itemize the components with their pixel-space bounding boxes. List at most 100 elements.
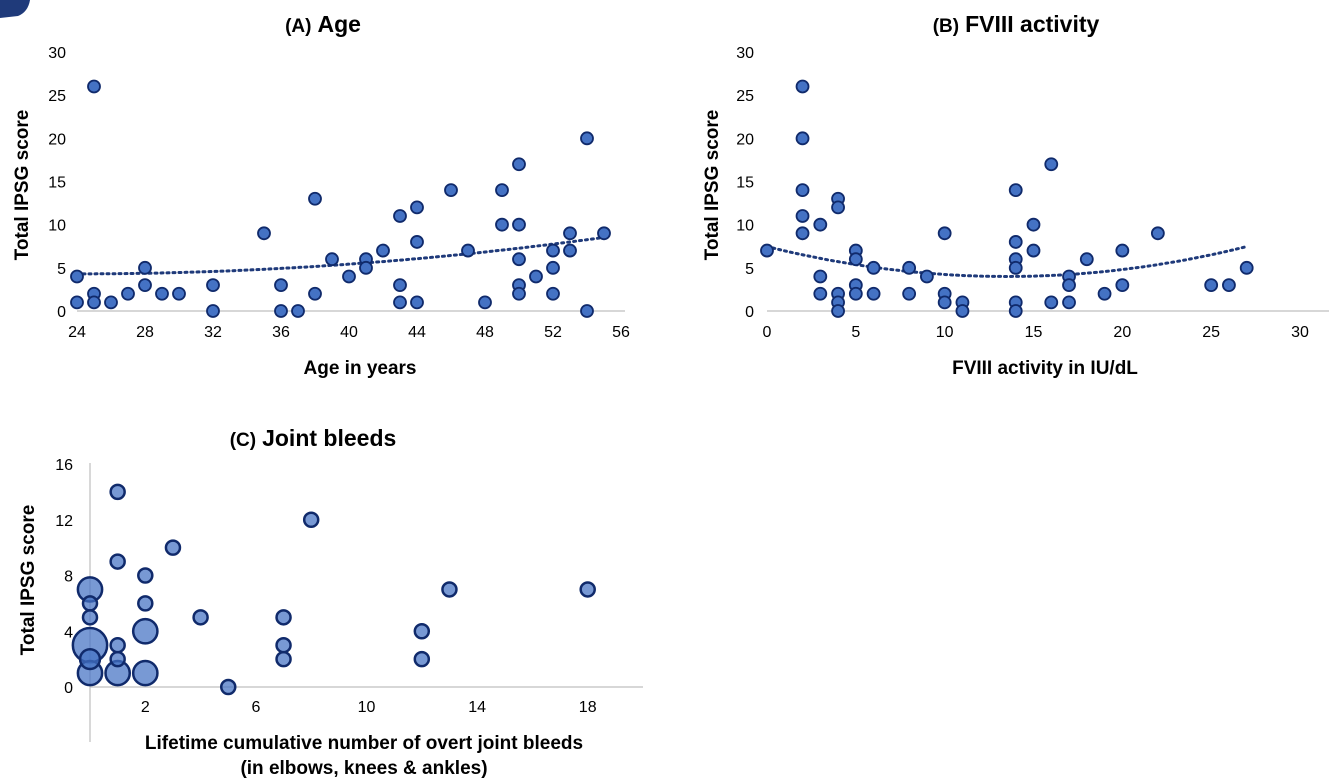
bubble-point (413, 650, 431, 668)
scatter-point (342, 269, 356, 284)
y-tick-label: 12 (55, 513, 73, 530)
scatter-point (70, 295, 84, 310)
scatter-point (512, 157, 526, 172)
scatter-point (1062, 278, 1076, 293)
x-tick-label: 56 (612, 324, 630, 341)
x-tick-label: 5 (851, 324, 860, 341)
scatter-point (308, 286, 322, 301)
scatter-point (795, 226, 810, 241)
scatter-point (1204, 278, 1219, 293)
bubble-point (137, 595, 154, 612)
y-tick-label: 25 (736, 88, 754, 105)
x-tick-label: 30 (1291, 324, 1309, 341)
x-tick-label: 14 (468, 699, 486, 716)
scatter-point (87, 295, 101, 310)
scatter-point (376, 243, 390, 258)
scatter-point (1222, 278, 1236, 293)
scatter-point (580, 304, 594, 318)
scatter-point (937, 295, 952, 310)
y-tick-label: 10 (736, 218, 754, 235)
scatter-point (795, 79, 810, 94)
scatter-point (902, 260, 917, 275)
corner-fragment-mark (0, 0, 30, 18)
scatter-point (478, 295, 492, 310)
x-tick-label: 20 (1113, 324, 1131, 341)
x-tick-label: 44 (408, 324, 426, 341)
x-tick-label: 28 (136, 324, 154, 341)
panel-c-y-ticks: 0 4 8 12 16 (55, 457, 73, 697)
scatter-point (813, 286, 828, 301)
scatter-point (138, 278, 152, 293)
scatter-point (848, 286, 863, 301)
panel-b-x-axis-title: FVIII activity in IU/dL (952, 358, 1138, 379)
scatter-point (937, 226, 952, 241)
scatter-point (1008, 304, 1023, 318)
panel-c-y-axis-title: Total IPSG score (18, 505, 39, 656)
x-tick-label: 18 (579, 699, 597, 716)
bubble-point (413, 623, 431, 640)
panel-c-x-axis-title-line1: Lifetime cumulative number of overt join… (145, 733, 583, 754)
scatter-point (393, 209, 407, 223)
panel-a-x-ticks: 24 28 32 36 40 44 48 52 56 (68, 324, 630, 341)
panel-b-fviii: (B) FVIII activity Total IPSG score FVIII… (702, 11, 1329, 379)
scatter-point (848, 252, 863, 267)
scatter-point (461, 243, 475, 258)
x-tick-label: 32 (204, 324, 222, 341)
scatter-point (512, 217, 526, 232)
panel-b-title: (B) FVIII activity (933, 11, 1100, 37)
scatter-point (813, 269, 828, 284)
scatter-point (274, 304, 288, 318)
scatter-point (866, 286, 881, 301)
bubble-point (579, 581, 596, 598)
panel-a-title: (A) Age (285, 11, 361, 37)
scatter-point (104, 295, 118, 310)
scatter-point (1097, 286, 1112, 301)
scatter-point (563, 243, 577, 258)
bubble-point (109, 483, 126, 501)
bubble-point (109, 553, 126, 570)
bubble-point (131, 659, 159, 687)
panel-c-joint-bleeds: (C) Joint bleeds Total IPSG score Lifetim… (18, 425, 643, 779)
panel-a-x-axis-title: Age in years (304, 358, 417, 379)
scatter-point (206, 278, 220, 293)
x-tick-label: 40 (340, 324, 358, 341)
scatter-point (580, 131, 594, 146)
y-tick-label: 20 (48, 131, 66, 148)
bubble-point (275, 650, 292, 668)
scatter-point (546, 286, 560, 301)
panel-c-x-ticks: 2 6 10 14 18 (141, 699, 597, 716)
x-tick-label: 15 (1025, 324, 1043, 341)
scatter-point (121, 286, 135, 301)
y-tick-label: 5 (57, 261, 66, 278)
bubble-point (137, 567, 154, 584)
scatter-point (955, 304, 970, 318)
y-tick-label: 0 (745, 304, 754, 321)
scatter-point (393, 295, 407, 310)
x-tick-label: 6 (251, 699, 260, 716)
y-tick-label: 5 (745, 261, 754, 278)
scatter-point (546, 260, 560, 275)
y-tick-label: 8 (64, 569, 73, 586)
scatter-point (1008, 235, 1023, 249)
scatter-point (563, 226, 577, 241)
scatter-point (529, 269, 543, 284)
bubble-point (441, 581, 458, 598)
bubble-point (192, 609, 209, 626)
panel-a-y-axis-title: Total IPSG score (12, 110, 33, 261)
scatter-point (795, 183, 810, 198)
bubble-point (81, 609, 99, 626)
x-tick-label: 10 (936, 324, 954, 341)
scatter-point (1150, 226, 1165, 241)
y-tick-label: 4 (64, 624, 73, 641)
bubble-point (131, 617, 159, 645)
scatter-point (206, 304, 220, 318)
scatter-point (393, 278, 407, 293)
scatter-point (1008, 183, 1023, 198)
bubble-point (220, 678, 237, 696)
panel-b-y-axis-title: Total IPSG score (702, 110, 723, 261)
x-tick-label: 10 (358, 699, 376, 716)
panel-b-points (760, 79, 1254, 318)
scatter-point (1008, 260, 1023, 275)
scatter-point (308, 191, 322, 206)
